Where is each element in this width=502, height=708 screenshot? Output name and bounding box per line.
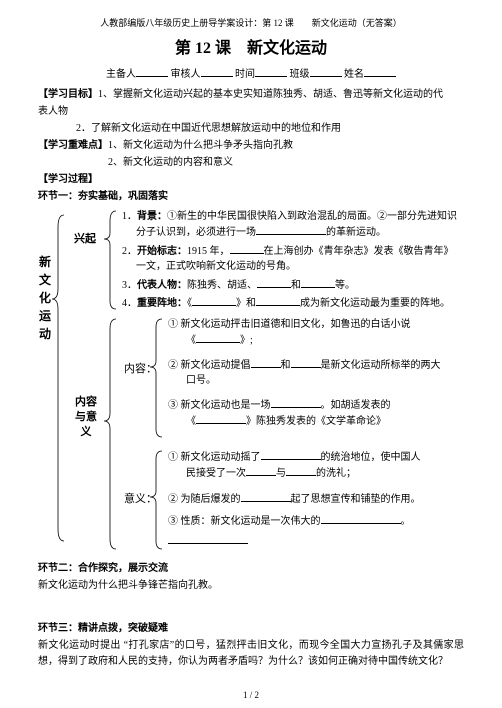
title-main: 新文化运动	[247, 40, 327, 57]
title-prefix: 第 12 课	[175, 40, 231, 57]
goal-1: 1、掌握新文化运动兴起的基本史实知道陈独秀、胡适、鲁迅等新文化运动的代	[98, 89, 443, 100]
diff-block: 【学习重难点】1、新文化运动为什么把斗争矛头指向孔教	[38, 138, 464, 154]
outline-diagram: 新文化运动 兴起 内容与意义 内容： 意义： 1．背景：①新生的中华民国很快陷入…	[38, 209, 464, 555]
label-name: 姓名	[344, 69, 364, 80]
goal-block: 【学习目标】1、掌握新文化运动兴起的基本史实知道陈独秀、胡适、鲁迅等新文化运动的…	[38, 87, 464, 103]
goal-2: 2．了解新文化运动在中国近代思想解放运动中的地位和作用	[38, 121, 464, 137]
diff-label: 【学习重难点】	[38, 140, 108, 151]
label-author: 主备人	[106, 69, 136, 80]
page-title: 第 12 课 新文化运动	[38, 36, 464, 62]
sub-heading: 主备人 审核人 时间 班级 姓名	[38, 66, 464, 83]
ring3: 环节三：精讲点拨，突破疑难	[38, 621, 464, 637]
page-footer: 1 / 2	[38, 688, 464, 702]
diff-2: 2、新文化运动的内容和意义	[38, 155, 464, 171]
ring2-q: 新文化运动为什么把斗争锋芒指向孔教。	[38, 578, 464, 594]
ring1: 环节一：夯实基础，巩固落实	[38, 189, 464, 205]
ring3-p: 新文化运动时提出 “打孔家店”的口号，猛烈抨击旧文化，而现今全国大力宣扬孔子及其…	[38, 638, 464, 670]
label-class: 班级	[290, 69, 310, 80]
brace-svg	[38, 209, 464, 555]
diff-1: 1、新文化运动为什么把斗争矛头指向孔教	[108, 140, 293, 151]
goal-label: 【学习目标】	[38, 89, 98, 100]
label-reviewer: 审核人	[171, 69, 201, 80]
ring2: 环节二：合作探究，展示交流	[38, 561, 464, 577]
label-time: 时间	[235, 69, 255, 80]
process-label: 【学习过程】	[38, 172, 464, 188]
page-header: 人教部编版八年级历史上册导学案设计：第 12 课 新文化运动（无答案）	[38, 16, 464, 30]
goal-1b: 表人物	[38, 104, 464, 120]
